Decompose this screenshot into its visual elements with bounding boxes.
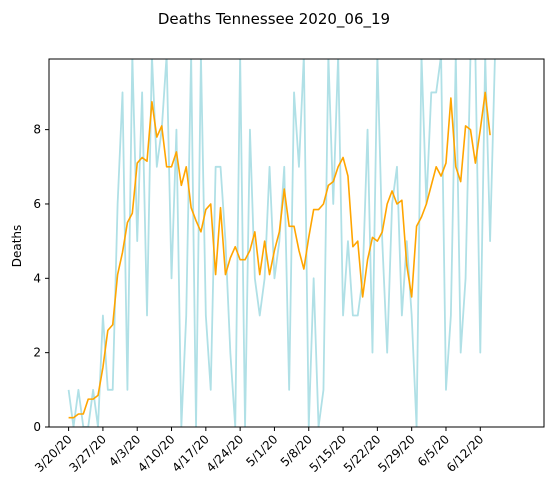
x-tick-label: 6/12/20 [444,432,487,475]
x-axis: 3/20/203/27/204/3/204/10/204/17/204/24/2… [32,427,486,475]
y-tick-label: 2 [33,346,41,360]
series-line-average [68,91,491,419]
x-tick-label: 4/10/20 [135,432,178,475]
y-axis-label: Deaths [10,225,24,268]
x-tick-label: 4/17/20 [169,432,212,475]
y-tick-label: 4 [33,271,41,285]
x-tick-label: 5/15/20 [307,432,350,475]
y-tick-label: 6 [33,197,41,211]
x-tick-label: 5/1/20 [243,432,280,469]
series-layer [67,59,496,427]
x-tick-label: 5/22/20 [341,432,384,475]
x-tick-label: 5/29/20 [375,432,418,475]
x-tick-label: 3/27/20 [66,432,109,475]
chart-title: Deaths Tennessee 2020_06_19 [158,10,390,29]
plot-frame [48,58,545,428]
y-tick-label: 0 [33,420,41,434]
x-tick-label: 4/24/20 [204,432,247,475]
series-line-daily [67,59,496,427]
x-tick-label: 3/20/20 [32,432,75,475]
y-axis: 0 2 4 6 8 [33,123,49,434]
y-tick-label: 8 [33,123,41,137]
